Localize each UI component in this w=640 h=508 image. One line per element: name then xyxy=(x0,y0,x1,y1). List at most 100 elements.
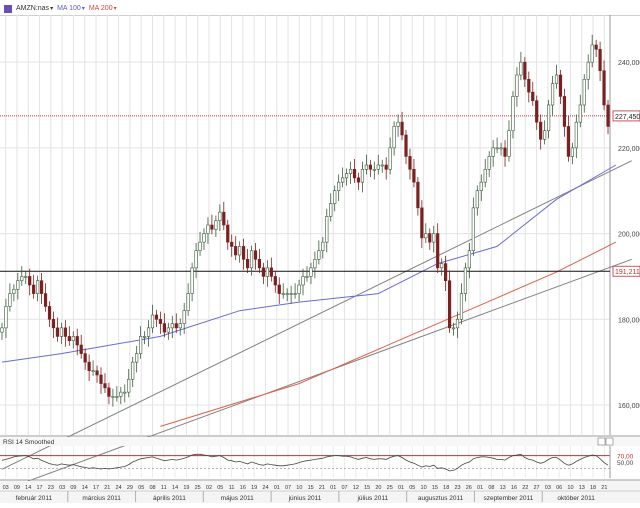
candle-body xyxy=(420,207,424,239)
candle-body xyxy=(194,250,198,269)
candle-body xyxy=(249,250,254,269)
candle-body xyxy=(392,126,396,149)
candle-body xyxy=(586,61,590,80)
legend-ma100[interactable]: MA 100 ▾ xyxy=(57,5,85,12)
x-day-label: 11 xyxy=(229,485,235,491)
candle-body xyxy=(79,344,83,354)
candle-body xyxy=(142,336,147,338)
x-day-label: 05 xyxy=(409,485,415,491)
rsi-settings-icon xyxy=(597,437,606,446)
candle-body xyxy=(408,156,412,170)
candle-body xyxy=(158,318,163,324)
x-day-label: 01 xyxy=(398,485,404,491)
x-day-label: 12 xyxy=(353,485,359,491)
candle-body xyxy=(341,177,345,183)
candle-body xyxy=(566,126,571,157)
x-day-label: 01 xyxy=(274,485,280,491)
candle-body xyxy=(198,241,202,252)
candle-body xyxy=(75,336,79,346)
candle-body xyxy=(582,78,586,106)
x-day-label: 21 xyxy=(319,485,325,491)
symbol-icon xyxy=(4,4,12,13)
candle-body xyxy=(329,203,333,217)
x-day-label: 03 xyxy=(59,485,65,491)
x-day-label: 05 xyxy=(138,485,144,491)
candle-body xyxy=(222,211,226,226)
candle-body xyxy=(59,327,63,337)
rsi-close-icon xyxy=(605,437,614,446)
candle-body xyxy=(234,246,238,256)
support-price-tag xyxy=(612,265,640,277)
candle-body xyxy=(47,306,52,320)
x-day-label: 06 xyxy=(556,485,562,491)
candle-body xyxy=(91,370,95,373)
candle-body xyxy=(606,104,610,127)
candle-body xyxy=(242,246,246,260)
candle-body xyxy=(428,233,432,243)
candle-body xyxy=(602,70,606,106)
candle-body xyxy=(527,78,531,93)
candle-body xyxy=(543,130,547,140)
candle-body xyxy=(523,61,527,80)
candle-body xyxy=(424,233,428,239)
x-day-label: 18 xyxy=(590,485,596,491)
candle-body xyxy=(245,258,250,269)
x-day-label: 24 xyxy=(116,485,122,491)
candle-body xyxy=(598,48,602,72)
x-day-label: 14 xyxy=(82,485,88,491)
candle-body xyxy=(301,276,305,286)
candle-body xyxy=(99,374,103,384)
candle-body xyxy=(257,258,262,269)
candle-body xyxy=(313,258,317,269)
candle-body xyxy=(416,181,420,209)
candle-body xyxy=(467,250,471,269)
candle-body xyxy=(269,267,273,277)
x-day-label: 16 xyxy=(240,485,246,491)
candle-body xyxy=(139,336,143,354)
legend-ma200[interactable]: MA 200 ▾ xyxy=(89,5,117,12)
candle-body xyxy=(83,353,87,363)
chevron-down-icon: ▾ xyxy=(113,6,117,12)
x-day-label: 15 xyxy=(308,485,314,491)
candle-body xyxy=(238,246,242,256)
candle-body xyxy=(321,241,325,252)
candle-body xyxy=(202,233,206,243)
candle-body xyxy=(51,318,56,329)
candle-body xyxy=(547,104,551,132)
candle-body xyxy=(483,168,487,183)
candle-body xyxy=(412,168,416,183)
x-day-label: 18 xyxy=(443,485,449,491)
candle-body xyxy=(127,378,131,393)
x-month-label: október 2011 xyxy=(557,495,595,502)
x-day-label: 27 xyxy=(534,485,540,491)
legend-ma100-label: MA 100 xyxy=(57,5,81,12)
candle-body xyxy=(436,233,440,269)
candle-body xyxy=(333,190,337,204)
candle-body xyxy=(32,284,36,294)
trendline xyxy=(1,160,633,470)
legend-symbol[interactable]: AMZN:nas ▾ xyxy=(16,5,53,12)
candle-body xyxy=(463,267,468,294)
x-day-label: 19 xyxy=(251,485,257,491)
candle-body xyxy=(55,327,60,337)
candle-body xyxy=(119,391,123,397)
candle-body xyxy=(230,241,234,247)
x-day-label: 10 xyxy=(296,485,302,491)
support-price-label: 191,211 xyxy=(615,269,640,276)
candle-body xyxy=(455,318,460,329)
candle-body xyxy=(594,44,598,50)
candle-body xyxy=(135,353,139,363)
x-day-label: 03 xyxy=(545,485,551,491)
x-day-label: 17 xyxy=(93,485,99,491)
x-day-label: 07 xyxy=(341,485,347,491)
current-price-tag xyxy=(612,110,640,122)
candle-body xyxy=(281,293,285,295)
candle-body xyxy=(539,121,543,140)
candle-body xyxy=(440,263,444,269)
candle-body xyxy=(309,267,313,277)
chevron-down-icon: ▾ xyxy=(81,6,85,12)
x-day-label: 13 xyxy=(500,485,506,491)
candle-body xyxy=(43,293,48,307)
x-day-label: 07 xyxy=(285,485,291,491)
candle-body xyxy=(590,44,594,63)
